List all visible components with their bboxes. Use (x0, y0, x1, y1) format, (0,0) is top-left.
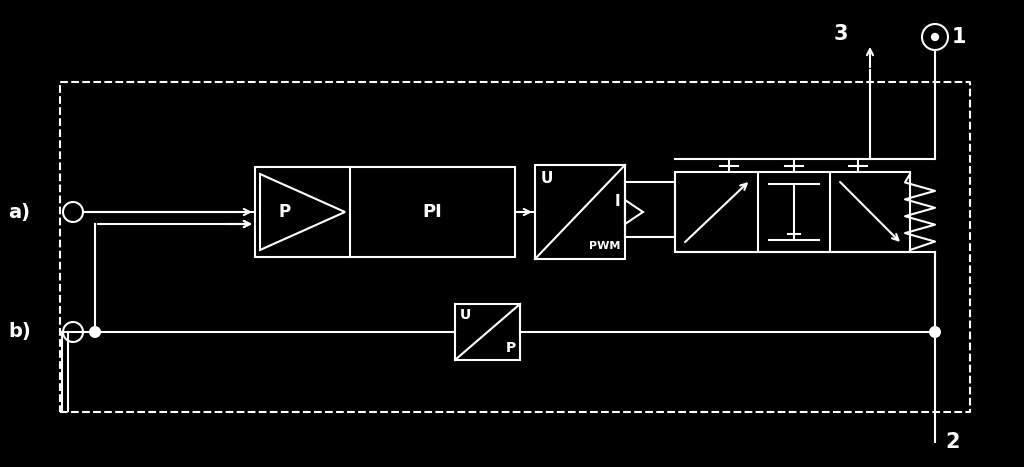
Text: 1: 1 (952, 27, 967, 47)
Polygon shape (625, 200, 643, 224)
Circle shape (931, 33, 939, 41)
Text: I: I (614, 194, 620, 210)
Bar (455, 304, 520, 360)
Bar (675, 172, 910, 252)
Bar (255, 167, 515, 257)
Text: 2: 2 (945, 432, 959, 452)
Bar (535, 165, 625, 259)
Text: 3: 3 (834, 24, 848, 44)
Polygon shape (260, 174, 345, 250)
Text: PI: PI (423, 203, 442, 221)
Text: a): a) (8, 203, 30, 221)
Text: P: P (506, 341, 516, 355)
Text: U: U (460, 308, 471, 322)
Text: b): b) (8, 323, 31, 341)
Text: P: P (279, 203, 291, 221)
Circle shape (89, 326, 101, 338)
Text: U: U (541, 171, 553, 186)
Circle shape (929, 326, 941, 338)
Text: PWM: PWM (589, 241, 620, 251)
